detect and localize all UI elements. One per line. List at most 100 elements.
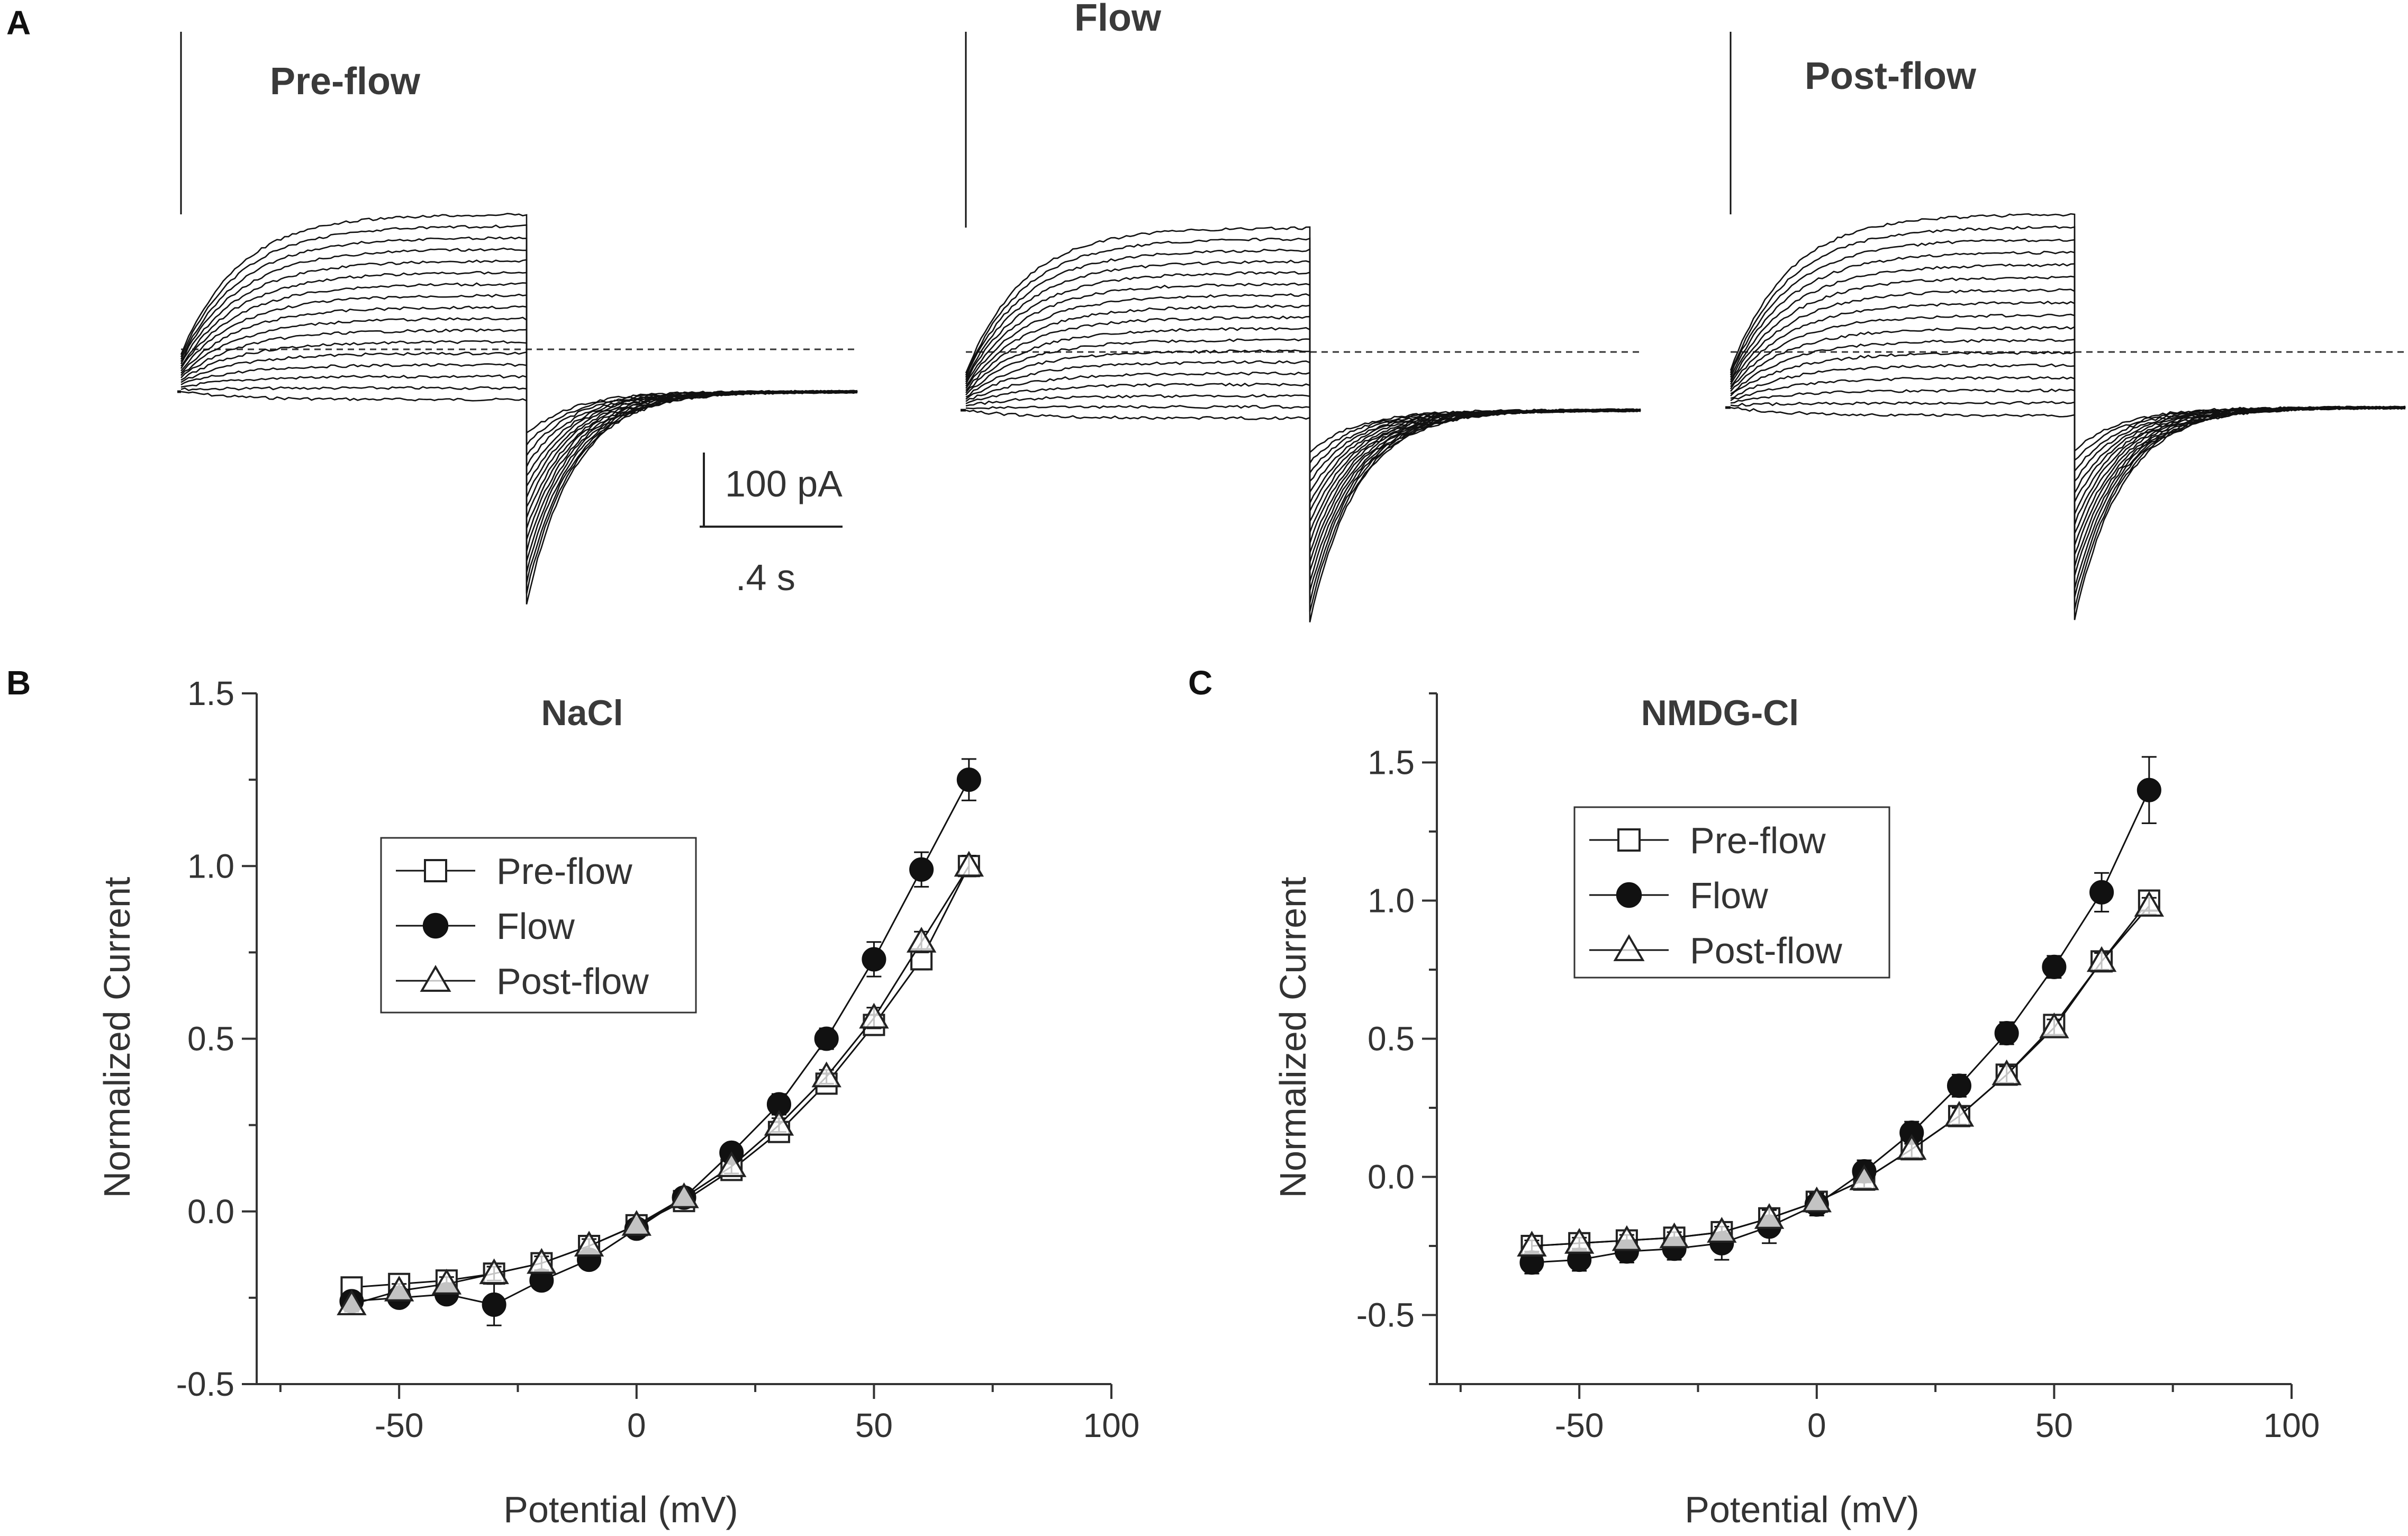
legend-label: Flow xyxy=(496,906,575,947)
data-point-triangle xyxy=(420,964,451,992)
data-point-circle xyxy=(1994,1021,2019,1046)
data-point-circle xyxy=(2042,954,2067,979)
x-tick-label: 0 xyxy=(627,1406,646,1444)
data-point-triangle xyxy=(621,1210,651,1236)
data-point-triangle xyxy=(1897,1134,1927,1160)
axes-c: -50 0 50 100 -0.5 0.0 0.5 1.0 1.5 xyxy=(1356,692,2320,1444)
data-point-triangle xyxy=(2134,891,2165,917)
chart-nmdg-cl: C NMDG-Cl Potential (mV) Normalized Curr… xyxy=(1188,664,2320,1530)
panel-c-letter: C xyxy=(1188,664,1212,702)
panel-a-letter: A xyxy=(6,4,31,42)
data-point-triangle xyxy=(954,851,984,877)
legend-entry: Post-flow xyxy=(396,961,649,1002)
data-point-circle xyxy=(814,1026,839,1051)
y-tick-label: 1.5 xyxy=(187,674,234,712)
data-point-circle xyxy=(1947,1073,1971,1098)
legend-entry: Flow xyxy=(1589,875,1768,916)
data-point-triangle xyxy=(1944,1100,1975,1127)
legend-b: Pre-flow Flow Post-flow xyxy=(380,837,697,1014)
legend-label: Pre-flow xyxy=(496,851,632,892)
y-tick-label: 0.0 xyxy=(1368,1158,1415,1196)
data-point-circle xyxy=(482,1292,506,1317)
current-trace xyxy=(1730,213,2406,620)
data-point-circle xyxy=(862,947,886,972)
chart-nacl: B NaCl Potential (mV) Normalized Current… xyxy=(6,664,1139,1530)
x-tick-label: 50 xyxy=(2035,1406,2073,1444)
legend-entry: Post-flow xyxy=(1589,930,1842,971)
data-point-triangle xyxy=(431,1269,462,1295)
x-axis-label-c: Potential (mV) xyxy=(1685,1489,1919,1530)
data-point-triangle xyxy=(2086,946,2117,972)
data-point-triangle xyxy=(669,1182,699,1208)
panel-a: A Pre-flow Flow Post-flow 100 pA .4 s xyxy=(6,0,2406,622)
data-point-triangle xyxy=(859,1002,889,1029)
x-tick-label: 100 xyxy=(1083,1406,1140,1444)
trace-group-post-flow: Post-flow xyxy=(1725,32,2406,620)
data-point-triangle xyxy=(1991,1059,2022,1086)
data-point-circle xyxy=(909,857,934,882)
data-point-square xyxy=(1617,828,1641,852)
data-point-triangle xyxy=(1849,1164,1879,1190)
chart-title-nacl: NaCl xyxy=(541,693,623,733)
x-tick-label: 50 xyxy=(855,1406,893,1444)
x-axis-label-b: Potential (mV) xyxy=(503,1489,738,1530)
data-point-triangle xyxy=(764,1109,794,1136)
data-point-triangle xyxy=(1707,1217,1737,1243)
y-tick-label: 1.0 xyxy=(1368,882,1415,920)
y-tick-label: 1.0 xyxy=(187,847,234,885)
legend-label: Flow xyxy=(1690,875,1768,916)
y-axis-label-c: Normalized Current xyxy=(1272,877,1314,1198)
data-point-circle xyxy=(422,912,449,939)
data-point-triangle xyxy=(384,1276,414,1302)
series-post-flow xyxy=(1517,891,2165,1257)
y-tick-label: -0.5 xyxy=(1356,1296,1415,1334)
legend-entry: Pre-flow xyxy=(1589,820,1826,861)
data-point-triangle xyxy=(1613,934,1645,961)
data-point-triangle xyxy=(527,1248,557,1274)
x-tick-label: -50 xyxy=(375,1406,424,1444)
data-point-triangle xyxy=(337,1289,367,1315)
data-point-triangle xyxy=(2039,1012,2069,1038)
trace-title-post-flow: Post-flow xyxy=(1805,55,1977,97)
y-tick-label: 0.5 xyxy=(187,1020,234,1058)
y-tick-label: 0.0 xyxy=(187,1192,234,1231)
data-point-square xyxy=(424,859,447,882)
trace-title-pre-flow: Pre-flow xyxy=(270,60,421,103)
y-tick-label: -0.5 xyxy=(176,1365,234,1403)
data-point-circle xyxy=(2137,778,2161,802)
axes-b: -50 0 50 100 -0.5 0.0 0.5 1.0 1.5 xyxy=(176,674,1140,1444)
data-point-triangle xyxy=(1754,1203,1785,1229)
data-point-triangle xyxy=(1517,1231,1547,1257)
panel-b-letter: B xyxy=(6,664,31,702)
data-point-triangle xyxy=(574,1231,604,1257)
data-point-circle xyxy=(1616,882,1642,908)
data-point-triangle xyxy=(717,1151,747,1177)
y-axis-label-b: Normalized Current xyxy=(96,877,138,1198)
data-point-triangle xyxy=(906,927,937,953)
legend-label: Pre-flow xyxy=(1690,820,1826,861)
scale-bar: 100 pA .4 s xyxy=(700,453,843,598)
data-point-triangle xyxy=(1659,1222,1689,1249)
legend-label: Post-flow xyxy=(1690,930,1842,971)
current-trace xyxy=(965,226,1641,622)
data-point-triangle xyxy=(1564,1228,1595,1254)
data-point-triangle xyxy=(811,1061,841,1088)
trace-title-flow: Flow xyxy=(1074,0,1162,39)
legend-c: Pre-flow Flow Post-flow xyxy=(1573,806,1890,979)
x-tick-label: 100 xyxy=(2264,1406,2320,1444)
trace-group-pre-flow: Pre-flow xyxy=(177,32,858,604)
data-point-triangle xyxy=(1612,1225,1642,1251)
legend-entry: Pre-flow xyxy=(396,851,632,892)
current-trace xyxy=(180,213,858,604)
data-point-circle xyxy=(2089,880,2114,905)
series-post-flow xyxy=(337,851,984,1315)
legend-label: Post-flow xyxy=(496,961,649,1002)
data-point-triangle xyxy=(1802,1186,1832,1213)
data-point-circle xyxy=(956,767,981,792)
data-point-triangle xyxy=(479,1258,509,1285)
x-tick-label: -50 xyxy=(1555,1406,1604,1444)
y-tick-label: 1.5 xyxy=(1368,744,1415,782)
chart-title-nmdg-cl: NMDG-Cl xyxy=(1641,693,1799,733)
x-tick-label: 0 xyxy=(1807,1406,1826,1444)
